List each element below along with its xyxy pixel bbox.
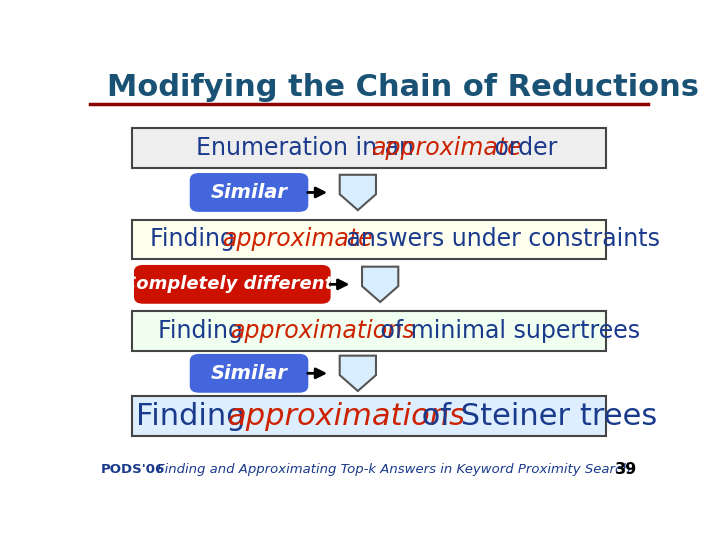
Text: approximations: approximations: [230, 319, 414, 343]
Text: of Steiner trees: of Steiner trees: [413, 402, 657, 431]
Text: answers under constraints: answers under constraints: [339, 227, 660, 252]
FancyBboxPatch shape: [190, 355, 307, 392]
FancyBboxPatch shape: [132, 396, 606, 436]
FancyBboxPatch shape: [132, 311, 606, 350]
Text: Enumeration in an: Enumeration in an: [196, 136, 421, 160]
FancyBboxPatch shape: [132, 128, 606, 168]
Text: approximate: approximate: [222, 227, 373, 252]
Text: of minimal supertrees: of minimal supertrees: [373, 319, 640, 343]
Text: PODS'06: PODS'06: [101, 463, 166, 476]
Text: Completely different!: Completely different!: [123, 275, 341, 293]
Text: order: order: [487, 136, 558, 160]
Text: Finding: Finding: [158, 319, 251, 343]
FancyBboxPatch shape: [132, 220, 606, 259]
Text: Finding: Finding: [150, 227, 243, 252]
Polygon shape: [362, 267, 398, 302]
Text: 39: 39: [615, 462, 637, 477]
Text: approximate: approximate: [371, 136, 521, 160]
Polygon shape: [340, 175, 376, 210]
Text: Modifying the Chain of Reductions: Modifying the Chain of Reductions: [107, 73, 698, 102]
Polygon shape: [340, 356, 376, 391]
Text: Similar: Similar: [210, 364, 287, 383]
FancyBboxPatch shape: [190, 174, 307, 211]
Text: Finding and Approximating Top-k Answers in Keyword Proximity Search: Finding and Approximating Top-k Answers …: [157, 463, 631, 476]
Text: Finding: Finding: [135, 402, 255, 431]
Text: Similar: Similar: [210, 183, 287, 202]
Text: approximations: approximations: [228, 402, 466, 431]
FancyBboxPatch shape: [135, 266, 330, 303]
